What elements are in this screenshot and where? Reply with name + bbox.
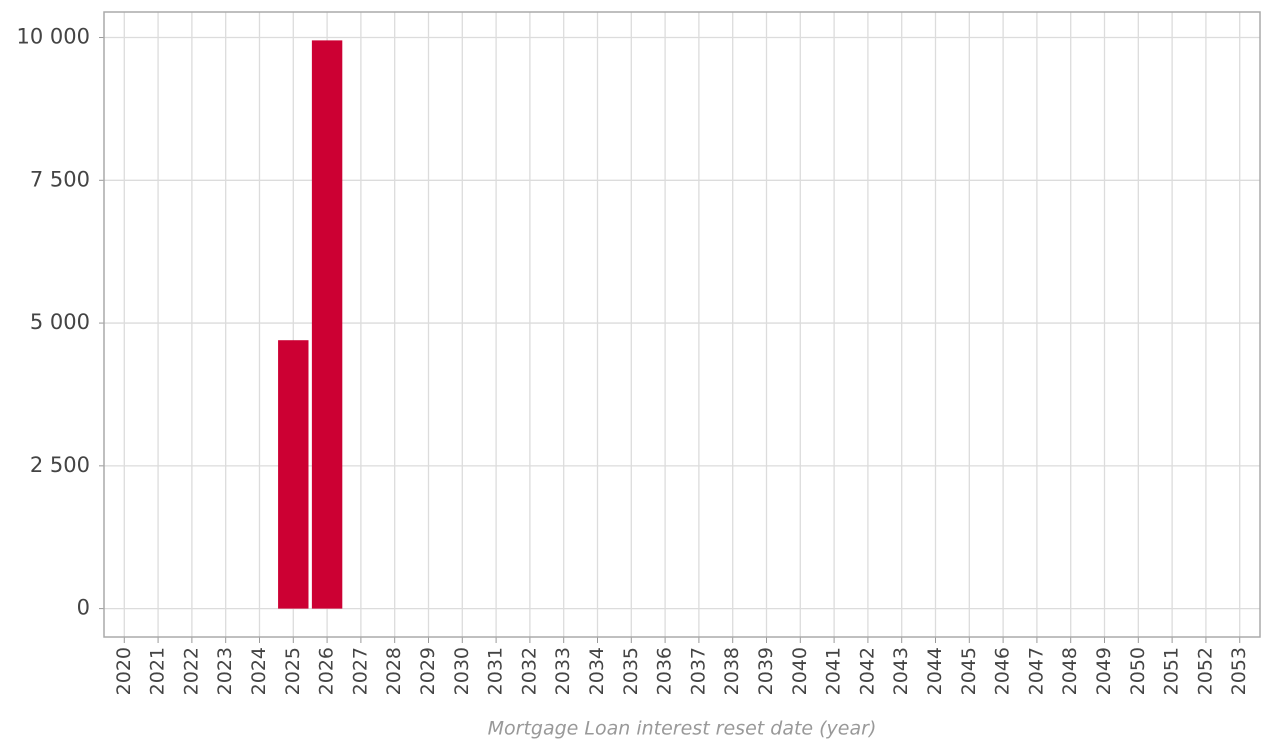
x-tick-label: 2050 (1127, 647, 1149, 695)
bar (311, 40, 343, 609)
x-tick-label: 2041 (823, 647, 845, 695)
x-tick-label: 2030 (451, 647, 473, 695)
x-tick-label: 2034 (586, 647, 608, 695)
x-tick-label: 2045 (958, 647, 980, 695)
x-tick-label: 2051 (1161, 647, 1183, 695)
x-tick-label: 2038 (721, 647, 743, 695)
x-tick-label: 2033 (552, 647, 574, 695)
x-tick-label: 2032 (518, 647, 540, 695)
x-tick-label: 2023 (214, 647, 236, 695)
x-tick-label: 2043 (890, 647, 912, 695)
x-tick-label: 2040 (789, 647, 811, 695)
x-axis-label: Mortgage Loan interest reset date (year) (488, 718, 877, 740)
x-tick-label: 2042 (856, 647, 878, 695)
x-tick-label: 2022 (180, 647, 202, 695)
x-tick-label: 2021 (147, 647, 169, 695)
x-tick-label: 2052 (1194, 647, 1216, 695)
x-tick-label: 2029 (417, 647, 439, 695)
x-tick-label: 2047 (1025, 647, 1047, 695)
x-tick-label: 2027 (349, 647, 371, 695)
x-tick-label: 2046 (992, 647, 1014, 695)
x-tick-label: 2031 (485, 647, 507, 695)
x-tick-label: 2025 (282, 647, 304, 695)
x-tick-label: 2036 (654, 647, 676, 695)
y-tick-label: 10 000 (17, 25, 90, 49)
y-tick-label: 0 (77, 596, 90, 620)
y-tick-label: 5 000 (30, 310, 90, 334)
y-tick-label: 2 500 (30, 453, 90, 477)
bar (278, 340, 309, 609)
x-tick-label: 2026 (316, 647, 338, 695)
x-tick-label: 2053 (1228, 647, 1250, 695)
x-tick-label: 2039 (755, 647, 777, 695)
x-tick-label: 2048 (1059, 647, 1081, 695)
x-tick-label: 2020 (113, 647, 135, 695)
x-tick-label: 2037 (687, 647, 709, 695)
plot-border (103, 11, 1261, 638)
x-tick-label: 2035 (620, 647, 642, 695)
y-tick-label: 7 500 (30, 167, 90, 191)
x-tick-label: 2028 (383, 647, 405, 695)
x-tick-label: 2044 (924, 647, 946, 695)
x-tick-label: 2049 (1093, 647, 1115, 695)
x-tick-label: 2024 (248, 647, 270, 695)
